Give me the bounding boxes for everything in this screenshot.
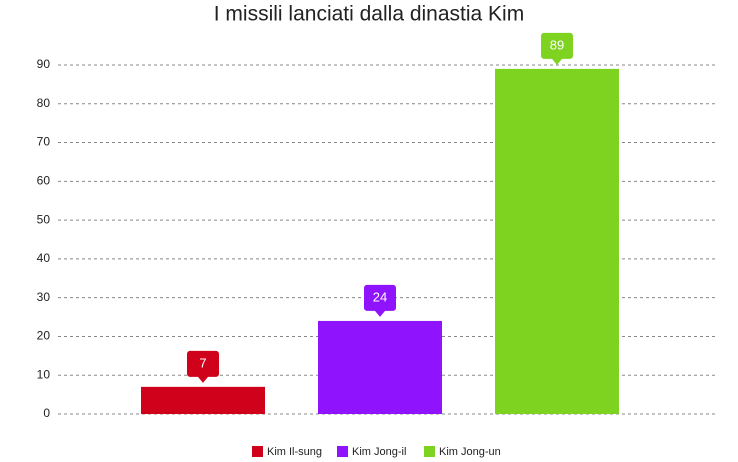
data-label-box [541, 32, 573, 65]
y-tick-label: 70 [37, 135, 51, 149]
data-label-box [187, 350, 219, 383]
y-tick-label: 20 [37, 329, 51, 343]
bar [318, 320, 442, 414]
bar [495, 68, 619, 414]
y-tick-label: 50 [37, 212, 51, 226]
legend-swatch [424, 446, 435, 457]
legend-label: Kim Il-sung [267, 446, 322, 458]
data-label-box [364, 284, 396, 317]
y-tick-label: 0 [43, 406, 50, 420]
data-label: 7 [199, 355, 206, 370]
legend-swatch [252, 446, 263, 457]
data-label: 24 [373, 289, 387, 304]
y-tick-label: 60 [37, 174, 51, 188]
legend-swatch [337, 446, 348, 457]
y-tick-label: 90 [37, 57, 51, 71]
y-tick-label: 40 [37, 251, 51, 265]
chart-title: I missili lanciati dalla dinastia Kim [214, 3, 524, 26]
bar [141, 386, 265, 414]
y-tick-label: 10 [37, 367, 51, 381]
legend-label: Kim Jong-un [439, 446, 501, 458]
legend-label: Kim Jong-il [352, 446, 406, 458]
y-tick-label: 30 [37, 290, 51, 304]
data-label: 89 [550, 37, 564, 52]
y-tick-label: 80 [37, 96, 51, 110]
